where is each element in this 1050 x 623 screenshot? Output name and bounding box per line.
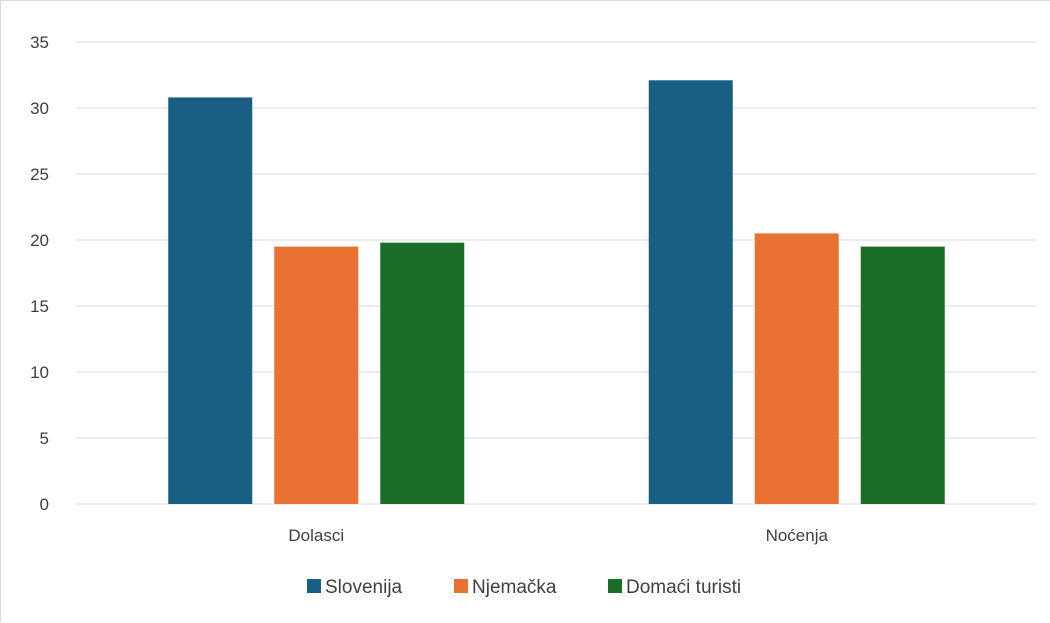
legend-label: Slovenija xyxy=(325,577,403,598)
y-tick-label: 30 xyxy=(30,99,49,118)
y-tick-label: 5 xyxy=(40,429,49,448)
legend-swatch xyxy=(454,579,468,593)
bar-domaći-turisti-noćenja xyxy=(860,246,945,504)
bar-domaći-turisti-dolasci xyxy=(380,242,465,504)
y-tick-label: 25 xyxy=(30,165,49,184)
x-axis-categories: Dolasci Noćenja xyxy=(288,526,828,545)
y-tick-label: 35 xyxy=(30,33,49,52)
bar-njemačka-noćenja xyxy=(754,233,839,504)
legend-label: Njemačka xyxy=(472,577,557,598)
category-label: Dolasci xyxy=(288,526,344,545)
y-tick-label: 20 xyxy=(30,231,49,250)
legend: Slovenija Njemačka Domaći turisti xyxy=(307,577,741,598)
bar-njemačka-dolasci xyxy=(274,246,359,504)
y-tick-label: 10 xyxy=(30,363,49,382)
legend-swatch xyxy=(608,579,622,593)
bar-slovenija-dolasci xyxy=(168,97,253,504)
category-label: Noćenja xyxy=(766,526,829,545)
bars xyxy=(168,80,945,504)
y-tick-label: 15 xyxy=(30,297,49,316)
bar-slovenija-noćenja xyxy=(648,80,733,504)
legend-swatch xyxy=(307,579,321,593)
legend-label: Domaći turisti xyxy=(626,577,741,598)
y-axis-ticks: 0 5 10 15 20 25 30 35 xyxy=(30,33,49,514)
y-tick-label: 0 xyxy=(40,495,49,514)
